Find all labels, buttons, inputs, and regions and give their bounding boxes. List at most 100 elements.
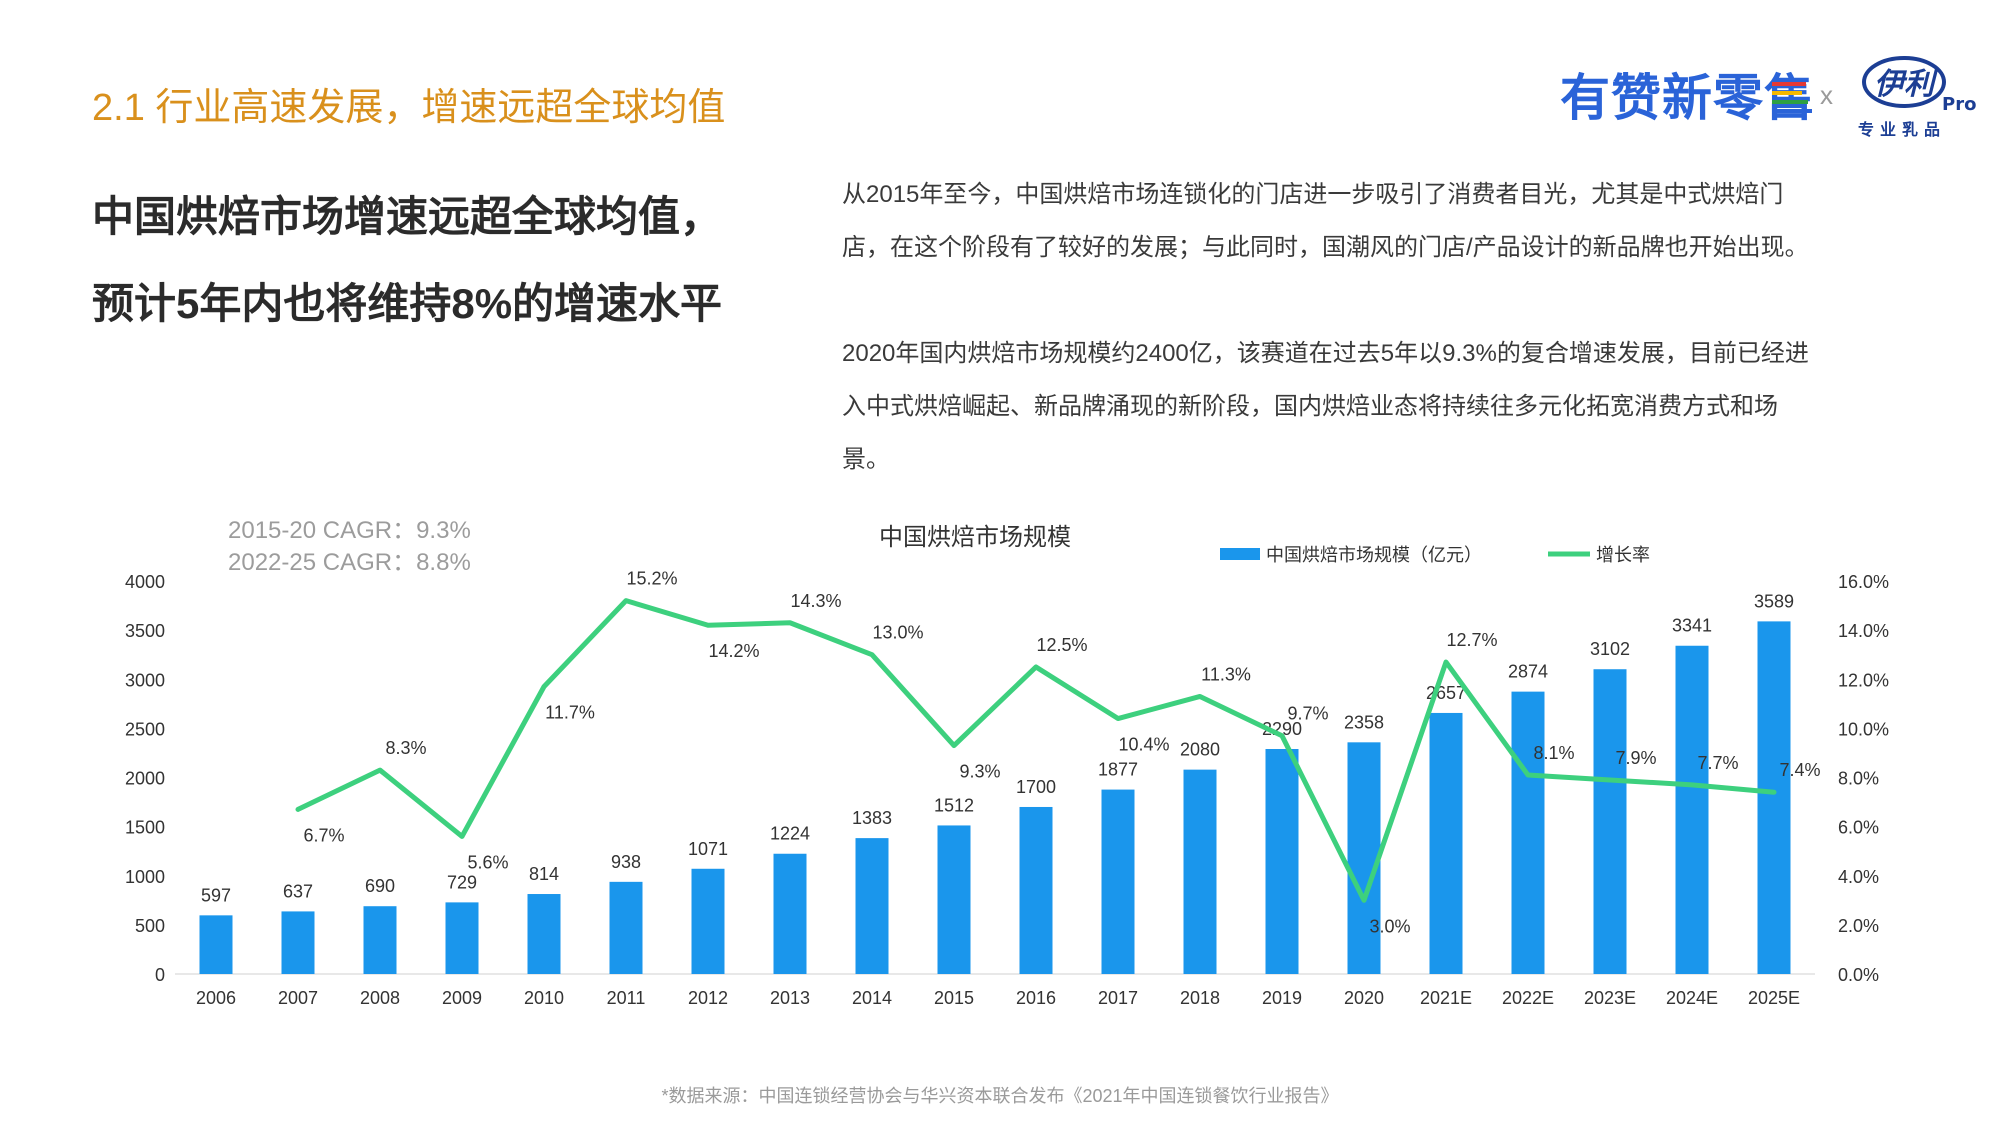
bar xyxy=(1593,669,1627,974)
bar xyxy=(527,894,561,974)
x-tick-label: 2018 xyxy=(1180,988,1220,1008)
growth-rate-label: 12.5% xyxy=(1036,635,1087,655)
brand-logo-youzan: 有赞新零售 xyxy=(1560,70,1815,126)
x-tick-label: 2009 xyxy=(442,988,482,1008)
bar-value-label: 1512 xyxy=(934,795,974,815)
bar-value-label: 2080 xyxy=(1180,740,1220,760)
yili-logo-text: 伊利 xyxy=(1874,67,1939,102)
bar-value-label: 1700 xyxy=(1016,777,1056,797)
legend-bar-swatch xyxy=(1220,548,1260,560)
y-left-tick-label: 3500 xyxy=(125,621,165,641)
y-right-tick-label: 4.0% xyxy=(1838,867,1879,887)
growth-rate-label: 8.3% xyxy=(385,738,426,758)
bar-value-label: 1224 xyxy=(770,824,810,844)
growth-rate-line xyxy=(295,598,1777,903)
growth-rate-label: 7.4% xyxy=(1779,760,1820,780)
growth-rate-label: 14.3% xyxy=(790,591,841,611)
x-tick-label: 2021E xyxy=(1420,988,1472,1008)
x-tick-label: 2020 xyxy=(1344,988,1384,1008)
y-right-tick-label: 0.0% xyxy=(1838,965,1879,985)
x-tick-label: 2010 xyxy=(524,988,564,1008)
legend-bar-label: 中国烘焙市场规模（亿元） xyxy=(1266,545,1482,565)
bar-value-label: 2358 xyxy=(1344,712,1384,732)
y-left-tick-label: 2500 xyxy=(125,719,165,739)
y-right-tick-label: 6.0% xyxy=(1838,818,1879,838)
bar-value-label: 938 xyxy=(611,852,641,872)
bar xyxy=(363,906,397,974)
y-right-tick-label: 12.0% xyxy=(1838,670,1889,690)
yili-logo-subtitle: 专业乳品 xyxy=(1858,122,1947,139)
growth-rate-label: 8.1% xyxy=(1533,743,1574,763)
x-tick-label: 2012 xyxy=(688,988,728,1008)
x-tick-label: 2008 xyxy=(360,988,400,1008)
y-left-tick-label: 1500 xyxy=(125,818,165,838)
x-tick-label: 2014 xyxy=(852,988,892,1008)
growth-rate-label: 3.0% xyxy=(1369,916,1410,936)
y-left-tick-label: 4000 xyxy=(125,572,165,592)
x-tick-label: 2025E xyxy=(1748,988,1800,1008)
y-right-tick-label: 8.0% xyxy=(1838,769,1879,789)
headline-line1: 中国烘焙市场增速远超全球均值， xyxy=(92,193,723,240)
bar-value-label: 3341 xyxy=(1672,616,1712,636)
bar xyxy=(691,868,725,974)
growth-rate-label: 15.2% xyxy=(626,569,677,589)
bar xyxy=(773,853,807,974)
bar xyxy=(1347,742,1381,974)
paragraph-1: 从2015年至今，中国烘焙市场连锁化的门店进一步吸引了消费者目光，尤其是中式烘焙… xyxy=(842,181,1809,261)
y-right-tick-label: 10.0% xyxy=(1838,719,1889,739)
market-size-chart: 中国烘焙市场规模 2015-20 CAGR：9.3% 2022-25 CAGR：8.… xyxy=(125,517,1889,1008)
growth-rate-label: 9.3% xyxy=(959,762,1000,782)
x-tick-label: 2011 xyxy=(607,988,646,1008)
growth-rate-label: 6.7% xyxy=(303,825,344,845)
bar xyxy=(1675,645,1709,974)
y-right-tick-label: 14.0% xyxy=(1838,621,1889,641)
chart-title: 中国烘焙市场规模 xyxy=(879,524,1071,551)
bar-value-label: 2874 xyxy=(1508,662,1548,682)
legend-line-label: 增长率 xyxy=(1596,545,1650,565)
y-left-tick-label: 500 xyxy=(135,916,165,936)
brand-separator: x xyxy=(1820,80,1833,110)
bar-value-label: 637 xyxy=(283,881,313,901)
bar-value-label: 1071 xyxy=(688,839,728,859)
bar xyxy=(855,838,889,974)
yili-logo-pro: Pro xyxy=(1942,94,1976,115)
cagr-annotation: 2022-25 CAGR：8.8% xyxy=(228,549,471,576)
section-title: 2.1 行业高速发展，增速远超全球均值 xyxy=(92,87,726,129)
bar-value-label: 690 xyxy=(365,876,395,896)
bar xyxy=(609,881,643,974)
headline-line2: 预计5年内也将维持8%的增速水平 xyxy=(92,280,723,327)
bar xyxy=(1511,691,1545,974)
growth-rate-label: 7.9% xyxy=(1615,748,1656,768)
bar-value-label: 597 xyxy=(201,885,231,905)
x-tick-label: 2022E xyxy=(1502,988,1554,1008)
bar-value-label: 729 xyxy=(447,872,477,892)
y-left-tick-label: 0 xyxy=(155,965,165,985)
x-tick-label: 2023E xyxy=(1584,988,1636,1008)
bar xyxy=(1429,712,1463,974)
growth-rate-label: 9.7% xyxy=(1287,704,1328,724)
cagr-annotation: 2015-20 CAGR：9.3% xyxy=(228,517,471,544)
bar xyxy=(1183,769,1217,974)
y-left-tick-label: 1000 xyxy=(125,867,165,887)
x-tick-label: 2019 xyxy=(1262,988,1302,1008)
bar xyxy=(1757,621,1791,974)
bar-value-label: 2290 xyxy=(1262,719,1302,739)
y-left-tick-label: 2000 xyxy=(125,769,165,789)
x-tick-label: 2007 xyxy=(278,988,318,1008)
growth-rate-label: 5.6% xyxy=(467,852,508,872)
bar xyxy=(281,911,315,974)
x-tick-label: 2006 xyxy=(196,988,236,1008)
y-right-tick-label: 16.0% xyxy=(1838,572,1889,592)
x-tick-label: 2024E xyxy=(1666,988,1718,1008)
bar-value-label: 1383 xyxy=(852,808,892,828)
bar xyxy=(1019,806,1053,974)
bar xyxy=(445,902,479,974)
paragraph-2: 2020年国内烘焙市场规模约2400亿，该赛道在过去5年以9.3%的复合增速发展… xyxy=(842,340,1809,473)
growth-rate-label: 7.7% xyxy=(1697,753,1738,773)
growth-rate-label: 11.7% xyxy=(545,703,595,723)
bar xyxy=(199,915,233,974)
growth-rate-label: 10.4% xyxy=(1118,735,1169,755)
x-tick-label: 2015 xyxy=(934,988,974,1008)
bar-value-label: 3589 xyxy=(1754,591,1794,611)
bar xyxy=(937,825,971,974)
